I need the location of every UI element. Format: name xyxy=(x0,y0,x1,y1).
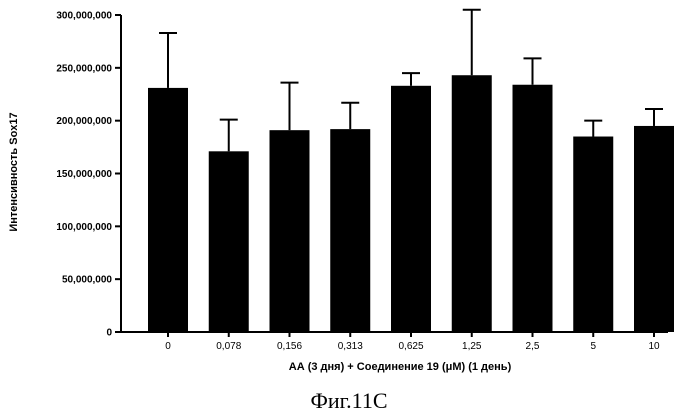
bar xyxy=(452,75,492,332)
x-tick-label: 5 xyxy=(590,341,596,352)
x-tick-label: 10 xyxy=(648,341,660,352)
y-tick-label: 300,000,000 xyxy=(56,11,112,22)
y-tick-label: 200,000,000 xyxy=(56,116,112,127)
y-tick-label: 0 xyxy=(106,328,112,339)
x-axis: 0 0,078 0,156 0,313 0,625 1,25 2,5 5 10 xyxy=(115,332,668,352)
x-tick-label: 0,156 xyxy=(277,341,302,352)
bar xyxy=(330,129,370,332)
bar xyxy=(634,126,674,332)
x-tick-label: 0,313 xyxy=(338,341,363,352)
bar xyxy=(270,130,310,332)
bars-group xyxy=(148,75,674,332)
x-tick-label: 1,25 xyxy=(462,341,482,352)
y-tick-label: 250,000,000 xyxy=(56,63,112,74)
bar xyxy=(513,85,553,332)
x-tick-label: 0 xyxy=(165,341,171,352)
x-tick-label: 2,5 xyxy=(526,341,540,352)
bar xyxy=(573,137,613,332)
y-tick-label: 50,000,000 xyxy=(62,275,112,286)
y-tick-label: 150,000,000 xyxy=(56,169,112,180)
y-axis: 0 50,000,000 100,000,000 150,000,000 200,000… xyxy=(56,11,121,339)
y-tick-label: 100,000,000 xyxy=(56,222,112,233)
bar xyxy=(391,86,431,332)
y-axis-title: Интенсивность Sox17 xyxy=(8,112,20,231)
bar xyxy=(148,88,188,332)
x-axis-title: АА (3 дня) + Соединение 19 (μМ) (1 день) xyxy=(289,361,512,373)
x-tick-label: 0,625 xyxy=(398,341,423,352)
x-tick-label: 0,078 xyxy=(216,341,241,352)
figure-caption: Фиг.11С xyxy=(310,388,387,413)
bar xyxy=(209,151,249,332)
